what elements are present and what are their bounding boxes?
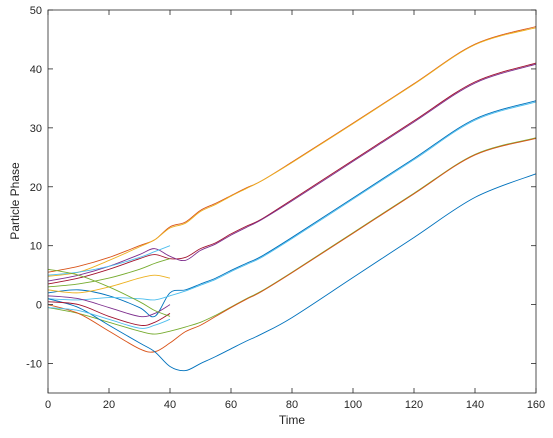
y-tick-label: 30: [30, 123, 42, 135]
series-line-10: [47, 245, 171, 276]
series-line-13: [47, 295, 171, 318]
series-line-12: [47, 274, 171, 294]
y-tick-label: 0: [36, 300, 42, 312]
series-line-8: [47, 138, 537, 353]
y-tick-label: 50: [30, 5, 42, 17]
y-tick-label: 10: [30, 241, 42, 253]
x-tick-label: 0: [45, 399, 51, 411]
series-lines: [47, 26, 537, 372]
series-line-1: [47, 26, 537, 273]
series-line-4: [47, 63, 537, 282]
series-line-5: [47, 100, 537, 318]
x-tick-label: 40: [164, 399, 176, 411]
x-tick-label: 160: [527, 399, 545, 411]
y-tick-label: 40: [30, 64, 42, 76]
series-line-9: [47, 173, 537, 372]
series-line-11: [47, 258, 171, 288]
plot-frame: [47, 9, 537, 394]
series-line-16: [47, 268, 171, 317]
x-tick-label: 120: [405, 399, 423, 411]
series-line-15: [47, 307, 171, 329]
x-tick-label: 60: [225, 399, 237, 411]
x-axis-label: Time: [279, 413, 306, 427]
x-tick-label: 20: [103, 399, 115, 411]
y-tick-label: 20: [30, 182, 42, 194]
series-line-2: [47, 27, 537, 277]
axis-ticks: 0 20 40 60 80 100 120 140 160 -10 0 10 20 30 40 50: [26, 5, 545, 411]
y-axis-label: Particle Phase: [8, 162, 22, 240]
x-tick-label: 100: [344, 399, 362, 411]
x-tick-label: 140: [466, 399, 484, 411]
y-tick-label: -10: [26, 359, 42, 371]
series-line-14: [47, 301, 171, 326]
x-tick-label: 80: [286, 399, 298, 411]
series-line-3: [47, 62, 537, 285]
series-line-7: [47, 137, 537, 335]
